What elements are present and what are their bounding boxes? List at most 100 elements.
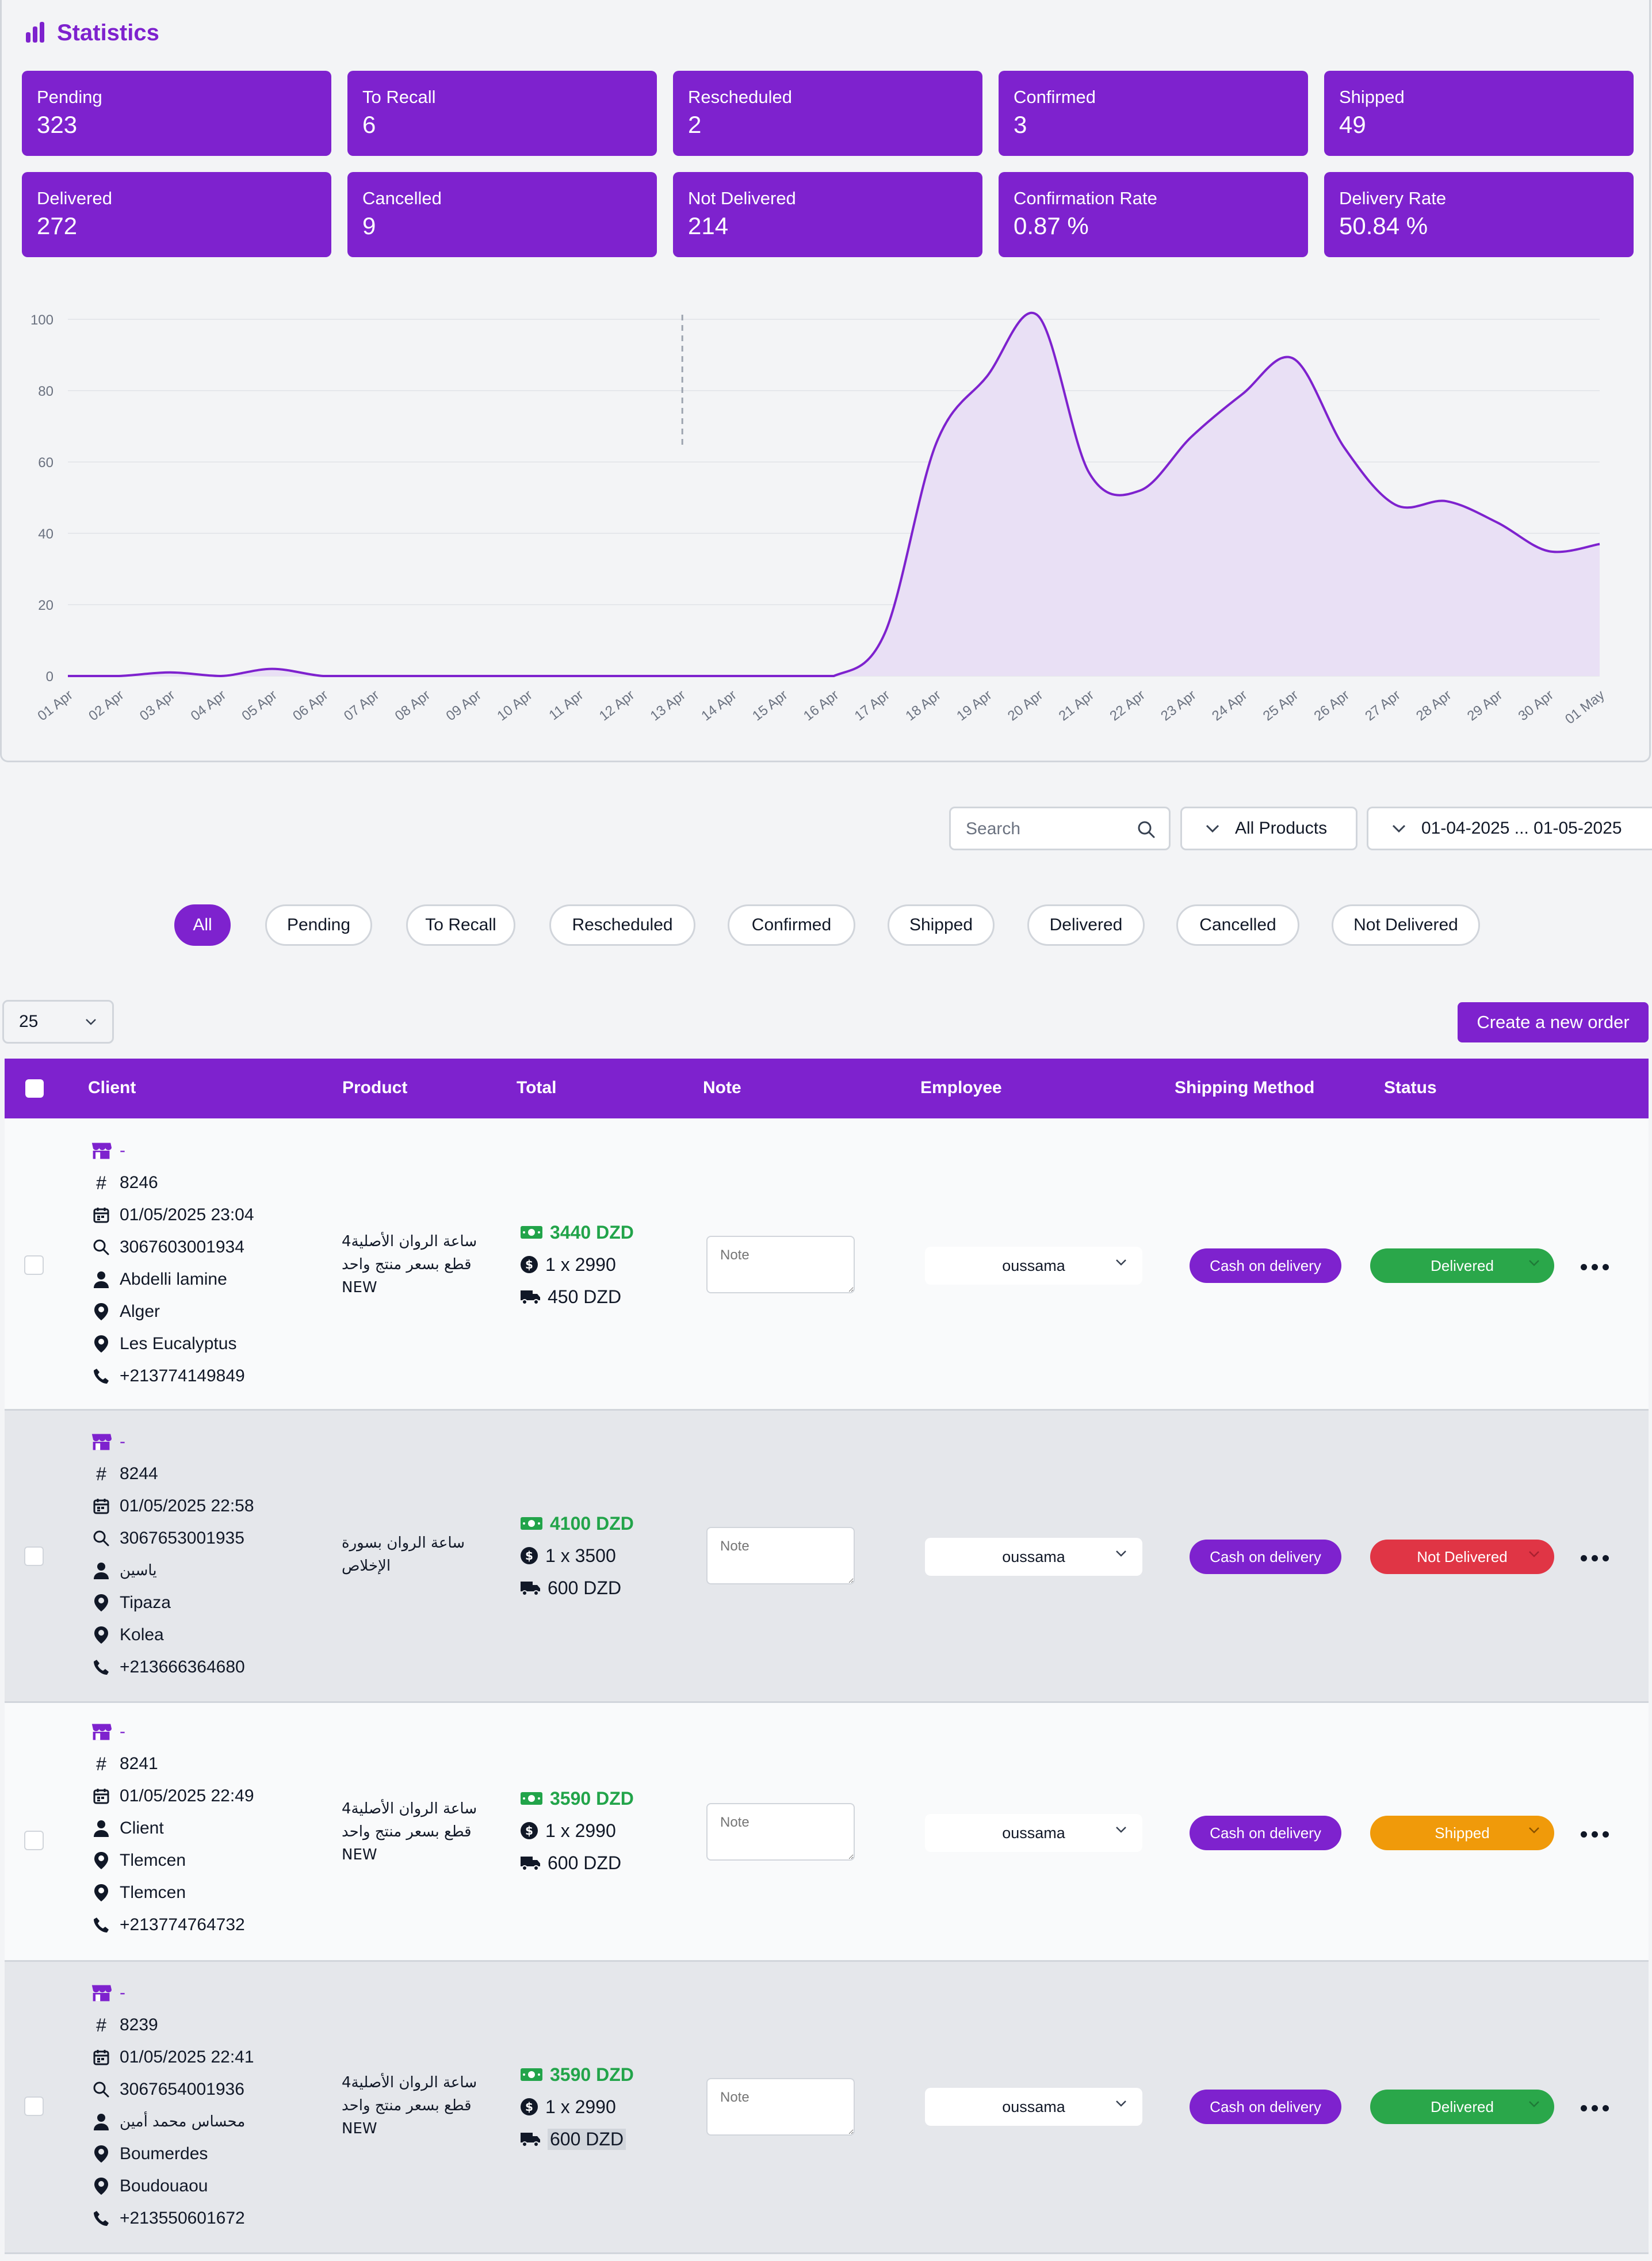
x-tick-label: 14 Apr: [698, 687, 739, 724]
phone-line: +213550601672: [91, 2207, 245, 2230]
note-input[interactable]: [706, 2078, 855, 2136]
calendar-icon: [93, 1499, 109, 1514]
phone-line: +213774764732: [91, 1914, 245, 1937]
truck-icon: [521, 1857, 540, 1871]
wilaya: Alger: [120, 1302, 160, 1321]
chevron-down-icon: [86, 1019, 96, 1025]
stat-label: Confirmed: [1014, 87, 1096, 107]
shipping-method-badge[interactable]: Cash on delivery: [1190, 1540, 1341, 1574]
tab-to-recall[interactable]: To Recall: [406, 904, 515, 946]
more-actions-icon[interactable]: [1581, 2102, 1615, 2114]
x-tick-label: 03 Apr: [137, 687, 178, 724]
x-tick-label: 15 Apr: [749, 687, 790, 724]
stat-card-confirmation-rate: Confirmation Rate 0.87 %: [999, 172, 1308, 257]
user-icon: [94, 1820, 109, 1837]
stat-card-pending: Pending 323: [22, 71, 331, 156]
store-icon: [91, 1724, 112, 1740]
tab-confirmed[interactable]: Confirmed: [728, 904, 855, 946]
x-tick-label: 25 Apr: [1260, 687, 1301, 724]
status-select[interactable]: Delivered: [1370, 1248, 1554, 1283]
tab-shipped[interactable]: Shipped: [888, 904, 995, 946]
truck-icon: [521, 1290, 540, 1305]
tab-pending[interactable]: Pending: [265, 904, 372, 946]
table-row[interactable]: - #8244 01/05/2025 22:58 3067653001935 ي…: [5, 1411, 1649, 1703]
x-tick-label: 30 Apr: [1516, 687, 1557, 724]
tab-cancelled[interactable]: Cancelled: [1176, 904, 1299, 946]
x-tick-label: 01 May: [1562, 687, 1608, 727]
status-select[interactable]: Not Delivered: [1370, 1540, 1554, 1574]
store-icon: [91, 1985, 112, 2002]
select-all-checkbox[interactable]: [25, 1079, 44, 1098]
per-page-select[interactable]: 25: [2, 1000, 114, 1044]
store-name: -: [120, 1432, 125, 1451]
delivery-line: 600 DZD: [520, 2126, 626, 2152]
status-select[interactable]: Shipped: [1370, 1816, 1554, 1850]
employee-select[interactable]: oussama: [925, 1814, 1142, 1852]
delivery-fee: 600 DZD: [548, 1852, 622, 1873]
more-actions-icon[interactable]: [1581, 1552, 1615, 1564]
search-icon[interactable]: [1137, 820, 1156, 839]
employee-select[interactable]: oussama: [925, 1538, 1142, 1576]
quantity-price: 1 x 2990: [545, 1254, 616, 1275]
x-tick-label: 20 Apr: [1005, 687, 1046, 724]
store-name: -: [120, 1722, 125, 1741]
data-point: [117, 674, 121, 678]
bar-chart-icon: [26, 22, 44, 43]
table-row[interactable]: - #8239 01/05/2025 22:41 3067654001936 م…: [5, 1962, 1649, 2254]
x-tick-label: 18 Apr: [903, 687, 943, 724]
row-checkbox[interactable]: [24, 1831, 44, 1850]
search-box[interactable]: [949, 807, 1171, 850]
shipping-method-badge[interactable]: Cash on delivery: [1190, 1816, 1341, 1850]
chevron-down-icon: [1206, 824, 1219, 833]
client-name: ياسين: [120, 1562, 157, 1579]
qty-line: $1 x 3500: [520, 1543, 616, 1568]
chevron-down-icon: [1116, 1827, 1126, 1833]
total-line: 3440 DZD: [520, 1220, 634, 1245]
product-line: NEW: [342, 1846, 377, 1863]
more-actions-icon[interactable]: [1581, 1828, 1615, 1840]
employee-select[interactable]: oussama: [925, 2088, 1142, 2126]
more-actions-icon[interactable]: [1581, 1261, 1615, 1273]
row-checkbox[interactable]: [24, 1546, 44, 1566]
x-tick-label: 08 Apr: [392, 687, 433, 724]
x-tick-label: 21 Apr: [1056, 687, 1097, 724]
order-id-line: #8241: [91, 1752, 158, 1775]
product-line: قطع بسعر منتج واحد: [342, 2097, 472, 2114]
row-checkbox[interactable]: [24, 2096, 44, 2116]
x-tick-label: 19 Apr: [954, 687, 995, 724]
stat-label: Cancelled: [362, 188, 442, 208]
table-row[interactable]: - #8246 01/05/2025 23:04 3067603001934 A…: [5, 1118, 1649, 1411]
tab-not-delivered[interactable]: Not Delivered: [1332, 904, 1480, 946]
commune: Kolea: [120, 1625, 164, 1644]
wilaya: Boumerdes: [120, 2144, 208, 2163]
product-select[interactable]: All Products: [1180, 807, 1357, 850]
data-point: [1445, 499, 1448, 503]
shipping-method-badge[interactable]: Cash on delivery: [1190, 1248, 1341, 1283]
search-input[interactable]: [965, 819, 1128, 839]
tab-rescheduled[interactable]: Rescheduled: [549, 904, 695, 946]
note-input[interactable]: [706, 1527, 855, 1584]
employee-select[interactable]: oussama: [925, 1247, 1142, 1285]
table-row[interactable]: - #8241 01/05/2025 22:49 Client Tlemcen …: [5, 1703, 1649, 1962]
note-input[interactable]: [706, 1803, 855, 1861]
tab-all[interactable]: All: [174, 904, 231, 946]
note-input[interactable]: [706, 1236, 855, 1293]
row-checkbox[interactable]: [24, 1255, 44, 1275]
commune-line: Kolea: [91, 1624, 164, 1647]
tab-delivered[interactable]: Delivered: [1027, 904, 1145, 946]
shipping-method-badge[interactable]: Cash on delivery: [1190, 2090, 1341, 2124]
product-name: ساعة الروان الأصلية4 قطع بسعر منتج واحد …: [342, 1797, 480, 1866]
order-date: 01/05/2025 22:41: [120, 2048, 254, 2067]
money-icon: [521, 1517, 542, 1530]
store-line: -: [91, 1981, 125, 2004]
phone-number: +213550601672: [120, 2209, 245, 2228]
stat-card-delivered: Delivered 272: [22, 172, 331, 257]
phone-icon: [94, 1918, 109, 1932]
location-pin-icon: [94, 2145, 108, 2163]
create-order-button[interactable]: Create a new order: [1458, 1002, 1649, 1042]
status-select[interactable]: Delivered: [1370, 2090, 1554, 2124]
x-tick-label: 06 Apr: [290, 687, 331, 724]
col-status: Status: [1384, 1078, 1437, 1097]
date-range-picker[interactable]: 01-04-2025 ... 01-05-2025: [1367, 807, 1652, 850]
data-point: [373, 674, 376, 678]
